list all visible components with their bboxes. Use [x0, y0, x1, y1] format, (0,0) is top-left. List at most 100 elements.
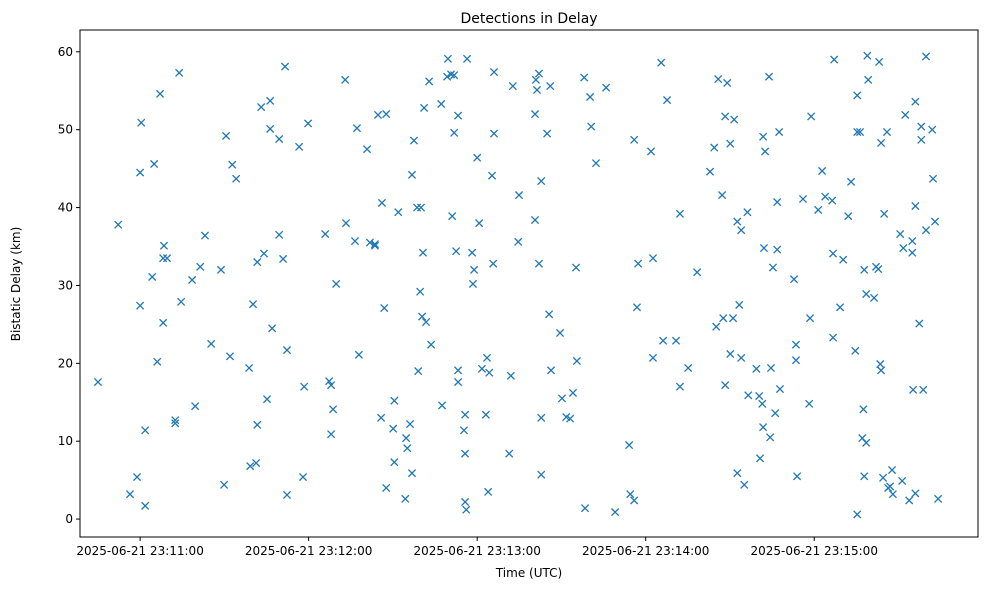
data-point [744, 391, 753, 400]
data-point [908, 248, 917, 257]
data-point [225, 352, 235, 361]
data-point [630, 496, 639, 505]
data-point [171, 419, 180, 428]
data-point [853, 91, 862, 100]
data-point [723, 78, 732, 88]
y-axis-label: Bistatic Delay (km) [9, 227, 23, 342]
data-point [488, 171, 497, 180]
data-point [839, 255, 848, 264]
data-point [875, 57, 884, 66]
y-tick-label: 10 [58, 434, 73, 448]
data-point [463, 54, 472, 63]
data-point [917, 135, 926, 144]
data-point [546, 82, 555, 91]
data-point [921, 52, 931, 61]
data-point [730, 115, 739, 124]
data-point [443, 54, 453, 63]
data-point [862, 438, 871, 447]
data-point [793, 472, 802, 481]
data-point [207, 339, 216, 348]
data-point [370, 240, 379, 249]
data-point [450, 71, 459, 80]
data-point [153, 357, 162, 366]
data-point [675, 209, 685, 218]
data-point [275, 230, 284, 239]
data-point [304, 119, 313, 128]
data-point [125, 490, 135, 499]
data-point [530, 215, 540, 225]
data-point [405, 420, 415, 429]
data-point [159, 241, 169, 250]
data-point [862, 289, 871, 299]
chart-title: Detections in Delay [460, 11, 597, 27]
data-point [755, 454, 765, 463]
data-point [253, 258, 262, 267]
data-point [648, 353, 658, 362]
data-point [830, 55, 839, 64]
data-point [915, 319, 924, 328]
data-point [860, 265, 869, 274]
data-point [191, 402, 200, 411]
data-point [136, 168, 145, 177]
x-axis-label: Time (UTC) [495, 566, 562, 580]
data-point [721, 112, 730, 121]
data-point [216, 265, 226, 274]
data-point [846, 177, 856, 186]
data-point [253, 420, 262, 429]
data-point [905, 496, 914, 505]
y-tick-label: 50 [58, 123, 73, 137]
data-point [752, 364, 761, 373]
y-tick-label: 20 [58, 356, 73, 370]
data-point [634, 259, 643, 268]
data-point [175, 68, 184, 77]
data-point [761, 147, 770, 156]
data-point [625, 441, 634, 450]
data-point [572, 356, 581, 366]
data-point [898, 476, 907, 485]
data-point [141, 501, 150, 510]
data-point [370, 241, 379, 250]
data-point [928, 174, 938, 183]
plot-frame [79, 29, 979, 538]
data-point [459, 426, 469, 435]
data-point [821, 192, 830, 201]
data-point [775, 384, 785, 394]
data-point [836, 303, 845, 312]
data-point [908, 236, 917, 246]
data-point [228, 160, 237, 169]
data-point [282, 490, 292, 500]
data-point [684, 363, 693, 373]
data-point [657, 58, 666, 67]
data-point [148, 272, 157, 281]
data-point [901, 110, 910, 119]
data-point [377, 413, 386, 422]
data-point [557, 394, 567, 403]
data-point [155, 89, 165, 98]
data-point [844, 212, 853, 221]
data-point [911, 201, 920, 211]
data-point [791, 356, 801, 365]
data-point [648, 254, 658, 263]
data-point [580, 73, 589, 82]
data-point [141, 426, 150, 435]
data-point [874, 265, 883, 274]
data-point [380, 303, 389, 313]
data-point [482, 353, 492, 362]
data-point [737, 226, 746, 235]
data-point [773, 198, 782, 207]
data-point [805, 399, 814, 408]
data-point [859, 405, 868, 414]
data-point [222, 131, 231, 140]
data-point [420, 103, 429, 112]
data-point [733, 469, 742, 478]
data-point [390, 396, 399, 405]
data-point [602, 83, 611, 92]
data-point [882, 127, 892, 137]
data-point [775, 127, 784, 137]
data-point [401, 494, 410, 503]
data-point [851, 346, 860, 355]
data-point [818, 166, 827, 176]
data-point [159, 254, 168, 263]
x-axis: 2025-06-21 23:11:00 2025-06-21 23:12:00 20… [76, 537, 878, 558]
data-point [389, 424, 398, 433]
